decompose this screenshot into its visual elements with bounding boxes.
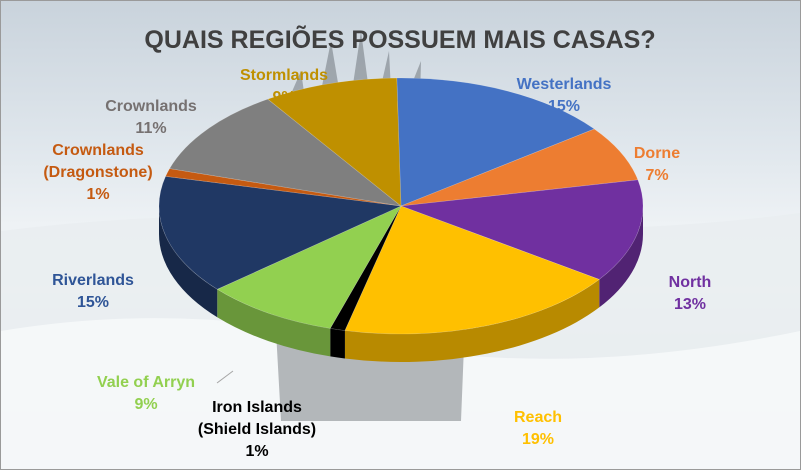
label-crownlands: Crownlands 11% [105,98,197,137]
slice-dorne [400,128,639,207]
label-stormlands: Stormlands 9% [240,67,328,106]
slice-vale-of-arryn [216,205,402,329]
slice-side-vale-of-arryn [217,289,331,357]
slice-crownlands [169,98,403,207]
slice-side-north [599,206,643,308]
label-reach: Reach 19% [514,409,562,448]
leader-line-vale-of-arryn [216,370,234,384]
slice-north [400,179,644,280]
slice-side-riverlands [159,206,218,318]
slice-crownlands-dragonstone [165,168,402,207]
slice-reach [344,205,600,335]
label-north: North 13% [669,274,712,313]
snow-drift [1,318,800,469]
label-westerlands: Westerlands 15% [517,76,612,115]
slice-side-reach [344,279,600,362]
chart-title: QUAIS REGIÕES POSSUEM MAIS CASAS? [144,24,655,54]
label-crownlands-dragonstone: Crownlands (Dragonstone) 1% [43,142,152,203]
slice-westerlands [396,77,595,207]
slice-stormlands [267,77,402,207]
label-dorne: Dorne 7% [634,145,680,184]
slice-riverlands [158,176,403,290]
pie-depth [159,206,643,362]
label-vale-of-arryn: Vale of Arryn 9% [97,374,195,413]
slice-labels: Westerlands 15% Dorne 7% North 13% Reach 19% Iro… [43,67,711,460]
slice-side-iron-islands-shield-islands [330,328,345,359]
label-iron-islands-shield-islands: Iron Islands (Shield Islands) 1% [198,399,316,460]
label-riverlands: Riverlands 15% [52,272,134,311]
slice-iron-islands-shield-islands [329,205,402,331]
pie-slices [158,77,644,335]
